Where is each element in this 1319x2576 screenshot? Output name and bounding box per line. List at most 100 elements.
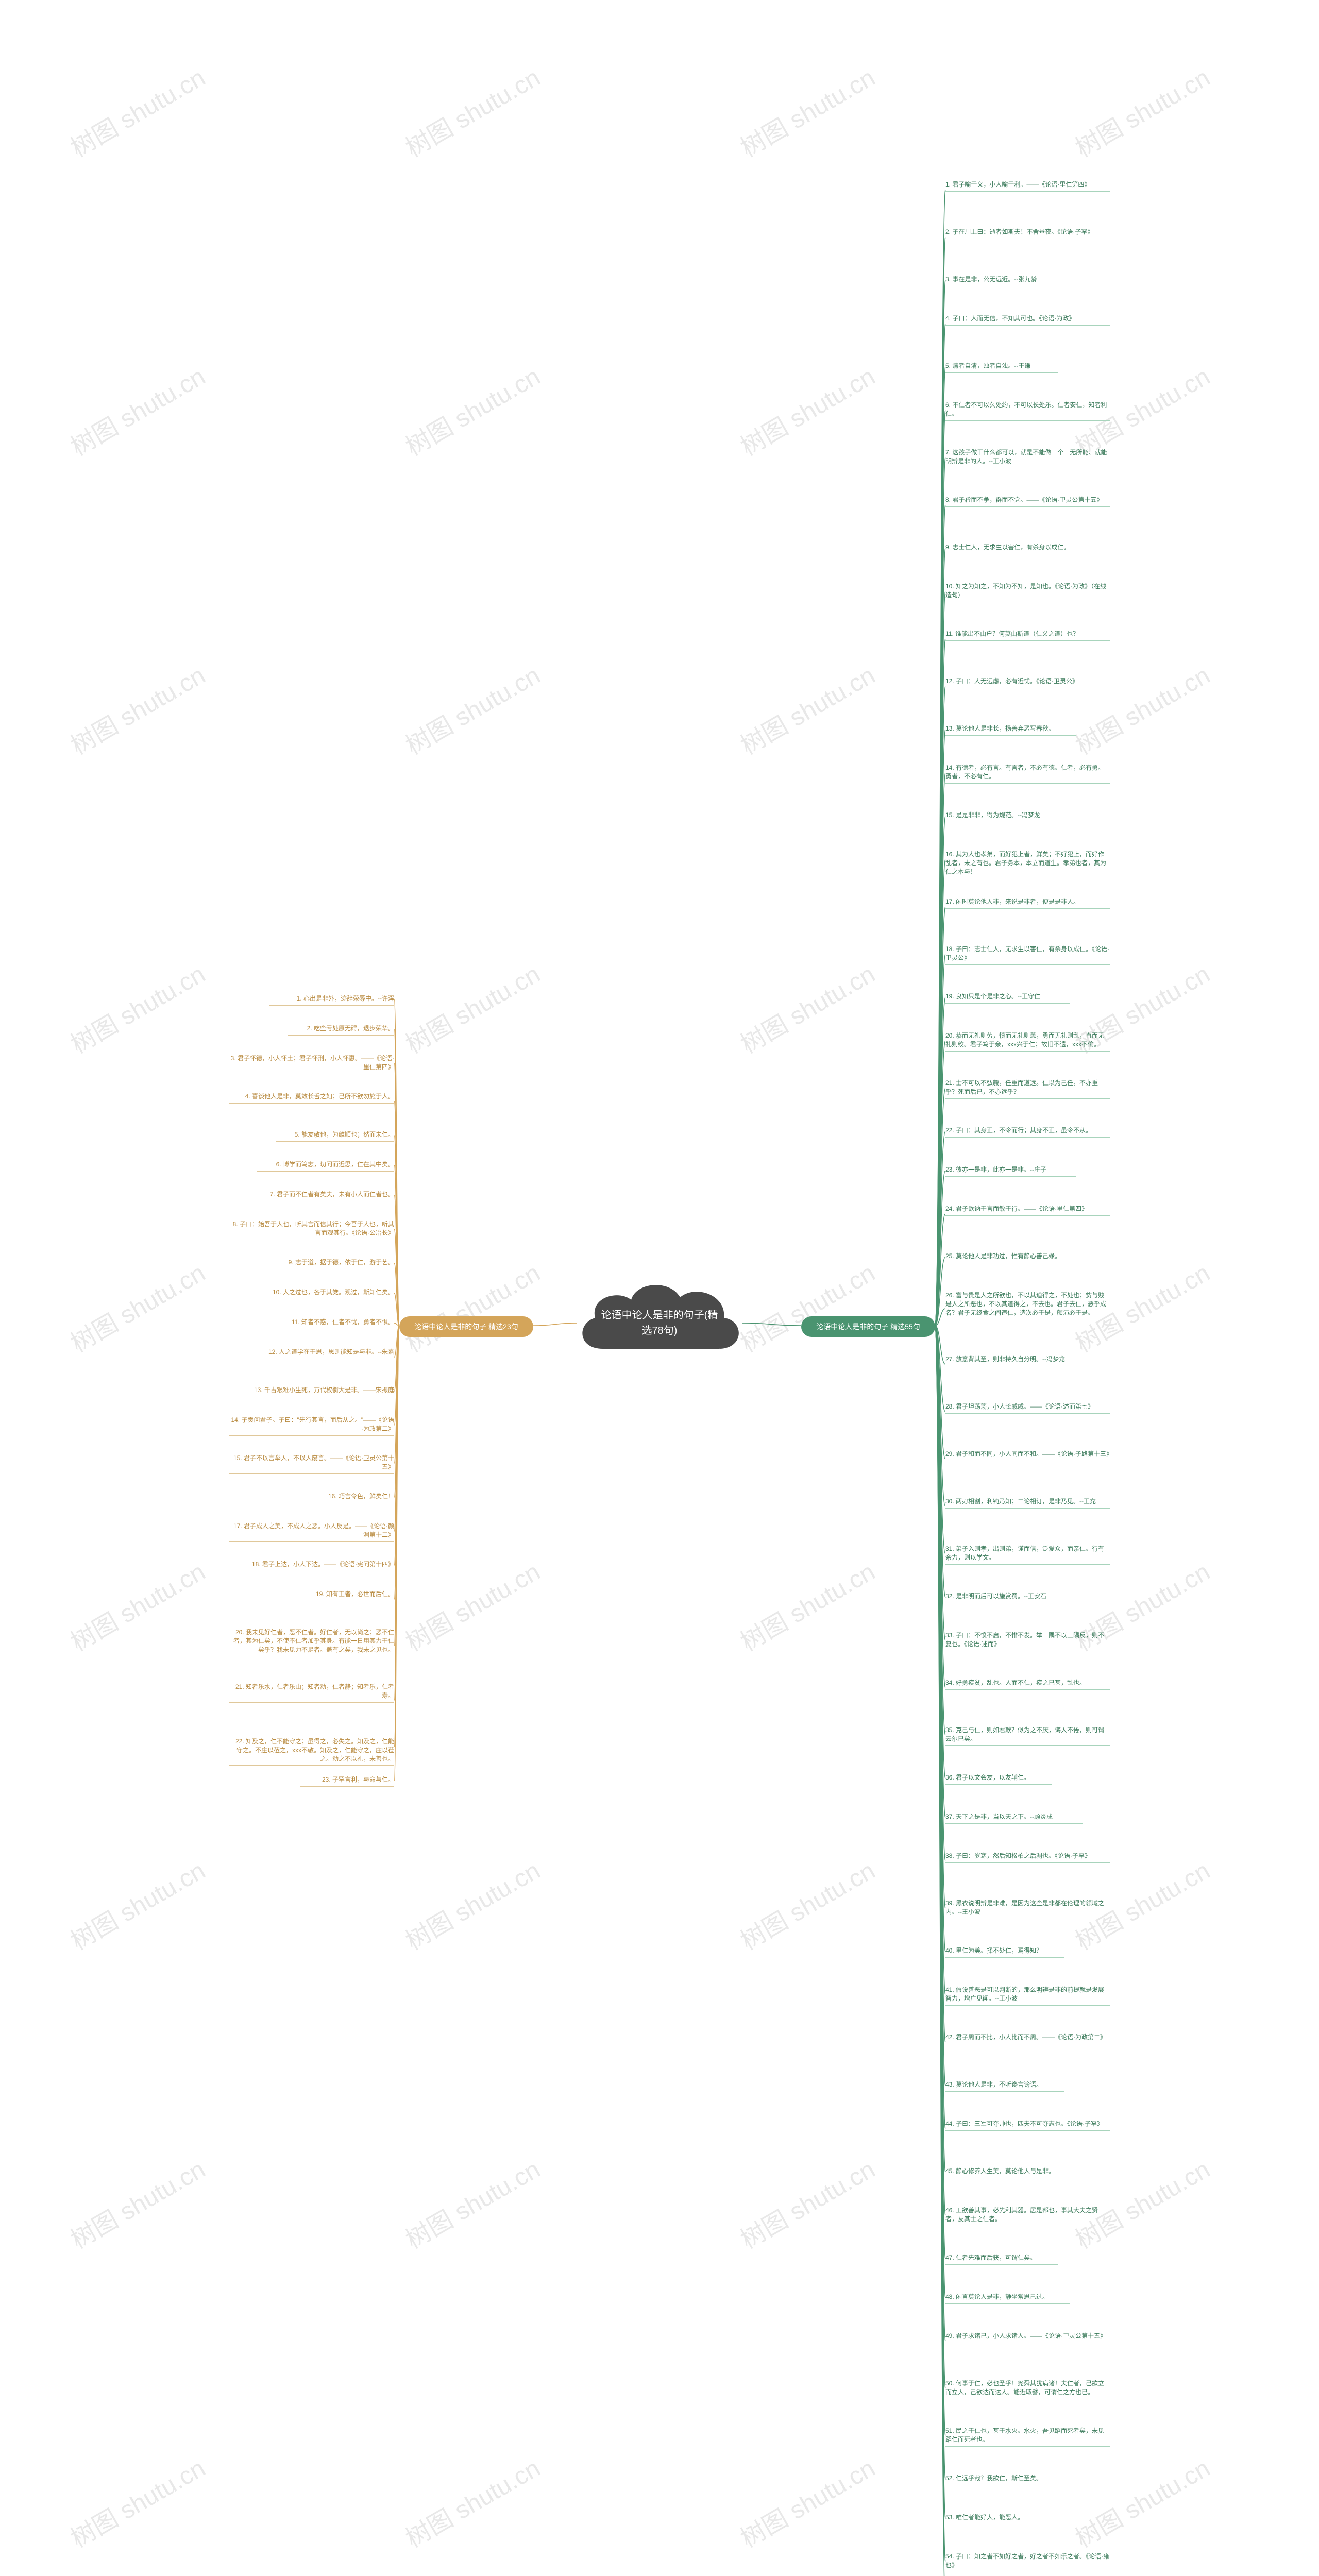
leaf-left-item: 21. 知者乐水，仁者乐山；知者动，仁者静；知者乐，仁者寿。 — [229, 1683, 394, 1703]
leaf-right-item: 40. 里仁为美。择不处仁，焉得知？ — [945, 1946, 1064, 1958]
leaf-right-item: 46. 工欲善其事，必先利其器。居是邦也，事其大夫之贤者，友其士之仁者。 — [945, 2206, 1110, 2226]
watermark: 树图 shutu.cn — [63, 357, 211, 463]
leaf-left-item: 7. 君子而不仁者有矣夫，未有小人而仁者也。 — [251, 1190, 394, 1201]
watermark: 树图 shutu.cn — [398, 2149, 546, 2256]
leaf-right-item: 18. 子曰：志士仁人，无求生以害仁，有杀身以成仁。《论语·卫灵公》 — [945, 945, 1110, 965]
leaf-left-item: 6. 博学而笃志，切问而近思，仁在其中矣。 — [257, 1160, 394, 1172]
leaf-right-item: 21. 士不可以不弘毅，任重而道远。仁以为己任，不亦重乎？死而后已，不亦远乎？ — [945, 1079, 1110, 1099]
watermark: 树图 shutu.cn — [63, 58, 211, 164]
center-title-line2: 选78句) — [642, 1325, 678, 1336]
watermark: 树图 shutu.cn — [733, 2149, 881, 2256]
watermark: 树图 shutu.cn — [733, 357, 881, 463]
leaf-left-item: 20. 我未见好仁者，恶不仁者。好仁者，无以尚之；恶不仁者，其为仁矣，不使不仁者… — [229, 1628, 394, 1656]
leaf-right-item: 9. 志士仁人，无求生以害仁，有杀身以成仁。 — [945, 543, 1089, 554]
watermark: 树图 shutu.cn — [63, 954, 211, 1060]
leaf-left-item: 4. 喜谈他人是非，莫效长舌之妇；己所不欲勿施于人。 — [229, 1092, 394, 1104]
leaf-right-item: 51. 民之于仁也，甚于水火。水火，吾见蹈而死者矣，未见蹈仁而死者也。 — [945, 2427, 1110, 2447]
leaf-left-item: 9. 志于道，据于德，依于仁，游于艺。 — [269, 1258, 394, 1269]
leaf-right-item: 5. 清者自清，浊者自浊。--于谦 — [945, 362, 1058, 373]
watermark: 树图 shutu.cn — [398, 2448, 546, 2554]
leaf-right-item: 7. 这孩子做干什么都可以，就是不能做一个一无所能、就能明辨是非的人。--王小波 — [945, 448, 1110, 468]
watermark: 树图 shutu.cn — [63, 1552, 211, 1658]
watermark: 树图 shutu.cn — [398, 1552, 546, 1658]
watermark: 树图 shutu.cn — [398, 357, 546, 463]
leaf-right-item: 14. 有德者，必有言。有言者，不必有德。仁者，必有勇。勇者，不必有仁。 — [945, 764, 1110, 784]
center-node: 论语中论人是非的句子(精 选78句) — [567, 1266, 752, 1380]
leaf-right-item: 1. 君子喻于义，小人喻于利。——《论语·里仁第四》 — [945, 180, 1110, 192]
watermark: 树图 shutu.cn — [1068, 2448, 1215, 2554]
leaf-right-item: 45. 静心修养人生美，莫论他人与是非。 — [945, 2167, 1076, 2178]
leaf-right-item: 49. 君子求诸己，小人求诸人。——《论语·卫灵公第十五》 — [945, 2332, 1110, 2343]
watermark: 树图 shutu.cn — [1068, 2149, 1215, 2256]
leaf-left-item: 3. 君子怀德，小人怀土；君子怀刑，小人怀惠。——《论语·里仁第四》 — [229, 1054, 394, 1074]
leaf-right-item: 31. 弟子入则孝，出则弟，谨而信，泛爱众，而亲仁。行有余力，则以学文。 — [945, 1545, 1110, 1565]
watermark: 树图 shutu.cn — [63, 2149, 211, 2256]
leaf-left-item: 16. 巧言令色，鲜矣仁！ — [307, 1492, 394, 1503]
leaf-left-item: 10. 人之过也，各于其党。观过，斯知仁矣。 — [251, 1288, 394, 1299]
leaf-left-item: 18. 君子上达，小人下达。——《论语·宪问第十四》 — [229, 1560, 394, 1571]
leaf-right-item: 36. 君子以文会友，以友辅仁。 — [945, 1773, 1052, 1785]
leaf-right-item: 13. 莫论他人是非长，扬善弃恶写春秋。 — [945, 724, 1076, 736]
leaf-right-item: 50. 何事于仁，必也圣乎！尧舜其犹病诸！夫仁者，己欲立而立人，己欲达而达人。能… — [945, 2379, 1110, 2399]
leaf-right-item: 33. 子曰：不愤不启，不悱不发。举一隅不以三隅反，则不复也。《论语·述而》 — [945, 1631, 1110, 1651]
leaf-left-item: 22. 知及之，仁不能守之；虽得之，必失之。知及之，仁能守之。不庄以莅之，xxx… — [229, 1737, 394, 1766]
leaf-right-item: 15. 是是非非，得为规范。--冯梦龙 — [945, 811, 1070, 822]
leaf-right-item: 35. 克己与仁，则如君欺？似为之不厌，诲人不倦，则可谓云尔已矣。 — [945, 1726, 1110, 1746]
leaf-left-item: 19. 知有王者，必世而后仁。 — [229, 1590, 394, 1601]
watermark: 树图 shutu.cn — [398, 1253, 546, 1359]
watermark: 树图 shutu.cn — [733, 655, 881, 761]
watermark: 树图 shutu.cn — [63, 2448, 211, 2554]
leaf-right-item: 2. 子在川上曰：逝者如斯夫！不舍昼夜。《论语·子罕》 — [945, 228, 1110, 239]
leaf-left-item: 2. 吃些亏处原无碍，退步荣华。 — [288, 1024, 394, 1036]
leaf-right-item: 10. 知之为知之，不知为不知，是知也。《论语·为政》（在线造句） — [945, 582, 1110, 602]
watermark: 树图 shutu.cn — [63, 1851, 211, 1957]
leaf-left-item: 5. 能友敬他，为维顺也；然而未仁。 — [276, 1130, 394, 1142]
watermark: 树图 shutu.cn — [733, 1253, 881, 1359]
leaf-left-item: 12. 人之道学在于思，思则能知是与非。--朱熹 — [229, 1348, 394, 1359]
leaf-right-item: 47. 仁者先难而后获，可谓仁矣。 — [945, 2253, 1058, 2265]
leaf-right-item: 24. 君子欲讷于言而敏于行。——《论语·里仁第四》 — [945, 1205, 1110, 1216]
leaf-right-item: 41. 假设善恶是可以判断的，那么明辨是非的前提就是发展智力，增广见闻。--王小… — [945, 1986, 1110, 2006]
branch-left[interactable]: 论语中论人是非的句子 精选23句 — [399, 1316, 533, 1337]
leaf-right-item: 26. 富与贵是人之所欲也，不以其道得之，不处也；贫与贱是人之所恶也，不以其道得… — [945, 1291, 1110, 1319]
watermark: 树图 shutu.cn — [733, 954, 881, 1060]
leaf-left-item: 14. 子贡问君子。子曰："先行其言，而后从之。"——《论语·为政第二》 — [229, 1416, 394, 1436]
leaf-right-item: 4. 子曰：人而无信，不知其可也。《论语·为政》 — [945, 314, 1110, 326]
leaf-right-item: 6. 不仁者不可以久处约，不可以长处乐。仁者安仁，知者利仁。 — [945, 401, 1110, 421]
leaf-right-item: 39. 黑衣说明辨是非难，是因为这些是非都在伦理的领域之内。--王小波 — [945, 1899, 1110, 1919]
watermark: 树图 shutu.cn — [398, 1851, 546, 1957]
leaf-left-item: 11. 知者不惑，仁者不忧，勇者不惧。 — [269, 1318, 394, 1329]
leaf-right-item: 32. 是非明而后可以施赏罚。--王安石 — [945, 1592, 1076, 1603]
leaf-left-item: 13. 千古艰难小生死，万代权衡大是非。——宋振庭 — [232, 1386, 394, 1397]
watermark: 树图 shutu.cn — [398, 954, 546, 1060]
leaf-right-item: 28. 君子坦荡荡，小人长戚戚。——《论语·述而第七》 — [945, 1402, 1110, 1414]
center-title: 论语中论人是非的句子(精 选78句) — [601, 1308, 718, 1338]
watermark: 树图 shutu.cn — [733, 1851, 881, 1957]
leaf-left-item: 17. 君子成人之美，不成人之恶。小人反是。——《论语·颜渊第十二》 — [229, 1522, 394, 1542]
leaf-right-item: 17. 闲时莫论他人非，来说是非者，便是是非人。 — [945, 897, 1110, 909]
watermark: 树图 shutu.cn — [1068, 58, 1215, 164]
leaf-left-item: 23. 子罕言利，与命与仁。 — [300, 1775, 394, 1787]
leaf-right-item: 53. 唯仁者能好人，能恶人。 — [945, 2513, 1045, 2524]
leaf-right-item: 27. 放意背其至，则非持久自分明。--冯梦龙 — [945, 1355, 1110, 1366]
leaf-left-item: 8. 子曰：始吾于人也，听其言而信其行；今吾于人也，听其言而观其行。《论语·公冶… — [229, 1220, 394, 1240]
leaf-right-item: 48. 闲言莫论人是非，静坐常思己过。 — [945, 2293, 1070, 2304]
leaf-right-item: 37. 天下之是非，当以天之下。--顾炎成 — [945, 1812, 1083, 1824]
leaf-left-item: 15. 君子不以言举人，不以人废言。——《论语·卫灵公第十五》 — [229, 1454, 394, 1474]
leaf-right-item: 20. 恭而无礼则劳，慎而无礼则葸，勇而无礼则乱，直而无礼则绞。君子笃于亲，xx… — [945, 1031, 1110, 1052]
watermark: 树图 shutu.cn — [63, 655, 211, 761]
leaf-right-item: 8. 君子矜而不争，群而不党。——《论语·卫灵公第十五》 — [945, 496, 1110, 507]
leaf-right-item: 11. 谁能出不由户？何莫由斯道（仁义之道）也？ — [945, 630, 1110, 641]
watermark: 树图 shutu.cn — [733, 1552, 881, 1658]
leaf-right-item: 30. 两刃相割，利钝乃知；二论相订，是非乃见。--王充 — [945, 1497, 1110, 1509]
leaf-right-item: 16. 其为人也孝弟，而好犯上者，鲜矣；不好犯上，而好作乱者，未之有也。君子务本… — [945, 850, 1110, 878]
branch-right[interactable]: 论语中论人是非的句子 精选55句 — [801, 1316, 935, 1337]
watermark: 树图 shutu.cn — [733, 58, 881, 164]
leaf-right-item: 54. 子曰：知之者不如好之者，好之者不如乐之者。《论语·雍也》 — [945, 2552, 1110, 2572]
leaf-right-item: 12. 子曰：人无远虑，必有近忧。《论语·卫灵公》 — [945, 677, 1110, 688]
leaf-right-item: 23. 彼亦一是非，此亦一是非。--庄子 — [945, 1165, 1076, 1177]
leaf-left-item: 1. 心出是非外，迹辞荣辱中。--许浑 — [269, 994, 394, 1006]
watermark: 树图 shutu.cn — [733, 2448, 881, 2554]
watermark: 树图 shutu.cn — [1068, 655, 1215, 761]
leaf-right-item: 19. 良知只是个是非之心。--王守仁 — [945, 992, 1070, 1004]
